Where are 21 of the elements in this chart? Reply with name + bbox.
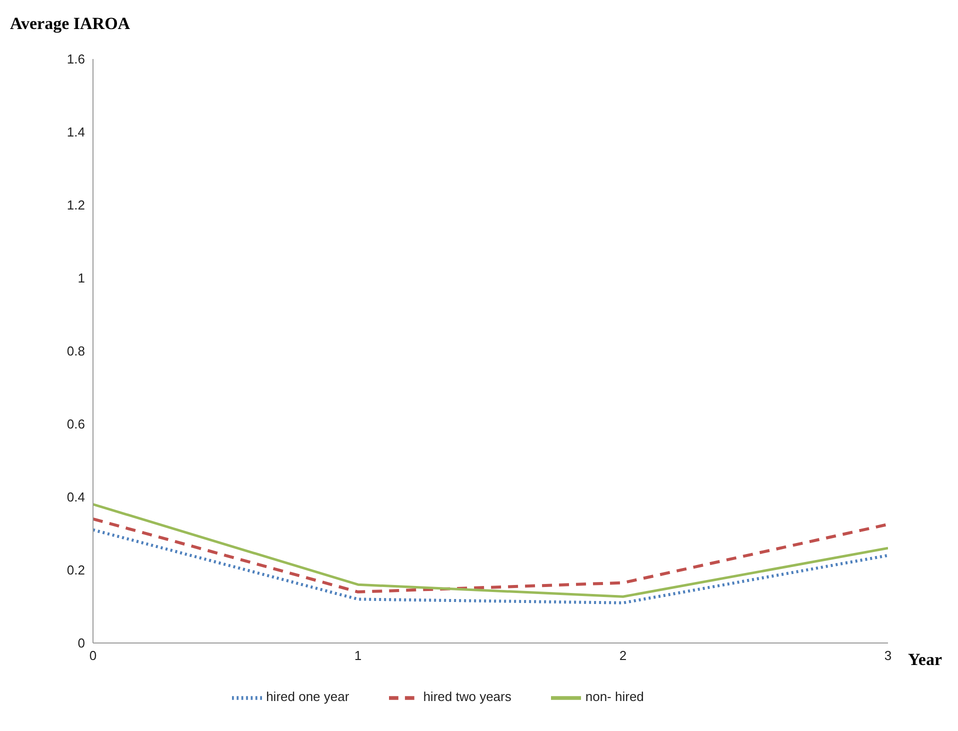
y-tick-label: 0 — [78, 636, 85, 651]
line-series — [93, 503, 888, 598]
legend-label: non- hired — [585, 689, 644, 704]
y-tick-label: 0.8 — [66, 344, 85, 359]
y-tick-label: 1.2 — [66, 198, 85, 213]
x-tick-label: 0 — [89, 648, 97, 664]
legend-label: hired two years — [423, 689, 512, 704]
x-axis-title: Year — [908, 650, 942, 670]
y-tick-label: 0.6 — [66, 416, 85, 432]
y-tick-label: 1.6 — [66, 52, 85, 67]
x-tick-label: 2 — [619, 648, 627, 664]
y-tick-label: 0.4 — [66, 490, 85, 505]
y-axis-title: Average IAROA — [10, 14, 130, 34]
legend-label: hired one year — [266, 689, 350, 704]
x-tick-label: 1 — [354, 648, 362, 664]
y-tick-label: 1.4 — [66, 124, 85, 140]
y-tick-label: 0.2 — [66, 562, 85, 578]
line-series — [93, 517, 888, 594]
x-tick-label: 3 — [884, 648, 892, 664]
line-series — [93, 528, 888, 604]
y-tick-label: 1 — [78, 270, 85, 286]
